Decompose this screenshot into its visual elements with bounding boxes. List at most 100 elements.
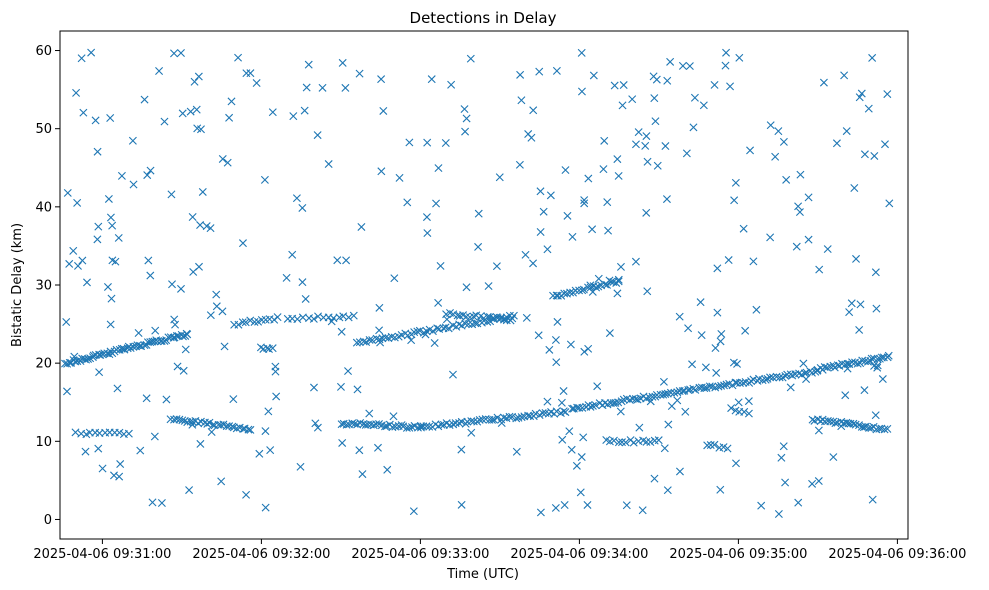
detection-marker xyxy=(185,486,194,495)
detection-marker xyxy=(701,363,710,372)
detection-marker xyxy=(167,190,176,199)
detection-marker xyxy=(856,300,865,309)
detection-marker xyxy=(298,278,307,287)
detection-marker xyxy=(580,199,589,208)
detection-marker xyxy=(675,467,684,476)
detection-marker xyxy=(129,180,138,189)
detection-marker xyxy=(181,345,190,354)
detection-marker xyxy=(845,308,854,317)
detection-marker xyxy=(62,318,71,327)
detection-marker xyxy=(338,438,347,447)
detection-marker xyxy=(601,399,610,407)
detection-marker xyxy=(261,503,270,512)
detection-marker xyxy=(651,117,660,126)
detection-marker xyxy=(344,367,353,376)
detection-marker xyxy=(638,506,647,515)
y-tick-label: 50 xyxy=(35,122,52,137)
detection-marker xyxy=(777,453,786,462)
detection-marker xyxy=(619,395,628,404)
detection-marker xyxy=(577,48,586,57)
detection-marker xyxy=(646,397,655,406)
detection-marker xyxy=(422,213,431,222)
detection-marker xyxy=(804,235,813,244)
detection-marker xyxy=(681,407,690,416)
detection-marker xyxy=(271,367,280,376)
detection-marker xyxy=(338,58,347,67)
detection-marker xyxy=(246,425,255,434)
detection-marker xyxy=(575,286,584,295)
detection-marker xyxy=(355,69,364,78)
detection-marker xyxy=(460,105,469,114)
detection-marker xyxy=(261,427,270,436)
detection-marker xyxy=(579,433,588,442)
detection-marker xyxy=(744,397,753,406)
detection-marker xyxy=(242,69,251,78)
x-tick-label: 2025-04-06 09:35:00 xyxy=(669,547,807,562)
detection-marker xyxy=(423,138,432,147)
detection-marker xyxy=(188,420,197,429)
detection-marker xyxy=(795,208,804,217)
detection-marker xyxy=(171,320,180,329)
detection-marker xyxy=(654,436,663,445)
detection-marker xyxy=(178,109,187,118)
detection-marker xyxy=(324,160,333,169)
detection-marker xyxy=(883,90,892,99)
detection-marker xyxy=(483,317,492,326)
detection-marker xyxy=(726,82,735,91)
detection-marker xyxy=(731,178,740,187)
detection-marker xyxy=(781,478,790,487)
detection-marker xyxy=(342,256,351,265)
detection-marker xyxy=(850,184,859,192)
detection-marker xyxy=(166,333,175,342)
detection-marker xyxy=(779,137,788,146)
detection-marker xyxy=(586,402,595,411)
detection-marker xyxy=(667,402,676,411)
detection-marker xyxy=(514,413,523,422)
detection-marker xyxy=(688,360,697,369)
detection-marker xyxy=(724,256,733,265)
detection-marker xyxy=(561,166,570,175)
detection-marker xyxy=(95,368,104,377)
detection-marker xyxy=(82,278,91,287)
detection-marker xyxy=(546,191,555,200)
detection-marker xyxy=(390,274,399,283)
detection-marker xyxy=(713,264,722,273)
detection-marker xyxy=(151,326,160,335)
detection-marker xyxy=(467,428,476,437)
detection-marker xyxy=(333,256,342,265)
detection-marker xyxy=(140,95,149,104)
detection-marker xyxy=(723,444,732,453)
detection-marker xyxy=(359,337,368,346)
detection-marker xyxy=(685,62,694,71)
detection-marker xyxy=(713,308,722,317)
detection-marker xyxy=(255,449,264,458)
detection-marker xyxy=(114,233,123,242)
detection-marker xyxy=(116,460,125,469)
detection-marker xyxy=(437,420,446,429)
detection-marker xyxy=(710,80,719,89)
x-tick-label: 2025-04-06 09:36:00 xyxy=(828,547,966,562)
detection-marker xyxy=(377,75,386,84)
detection-marker xyxy=(106,213,115,222)
detection-marker xyxy=(660,444,669,453)
detection-marker xyxy=(469,312,478,321)
detection-marker xyxy=(106,114,115,123)
detection-marker xyxy=(77,54,86,63)
detection-marker xyxy=(566,340,575,349)
x-axis-label: Time (UTC) xyxy=(446,567,519,582)
detection-marker xyxy=(881,140,889,149)
detection-marker xyxy=(567,445,576,454)
detection-marker xyxy=(616,262,625,271)
detection-marker xyxy=(268,108,277,117)
detection-marker xyxy=(309,383,318,392)
detection-marker xyxy=(337,327,346,336)
detection-marker xyxy=(378,334,387,343)
detection-marker xyxy=(69,246,78,255)
detection-marker xyxy=(722,48,731,57)
detection-marker xyxy=(105,350,114,359)
detection-marker xyxy=(833,361,842,370)
detection-marker xyxy=(170,315,179,324)
detection-marker xyxy=(757,501,766,510)
detection-marker xyxy=(648,392,657,401)
